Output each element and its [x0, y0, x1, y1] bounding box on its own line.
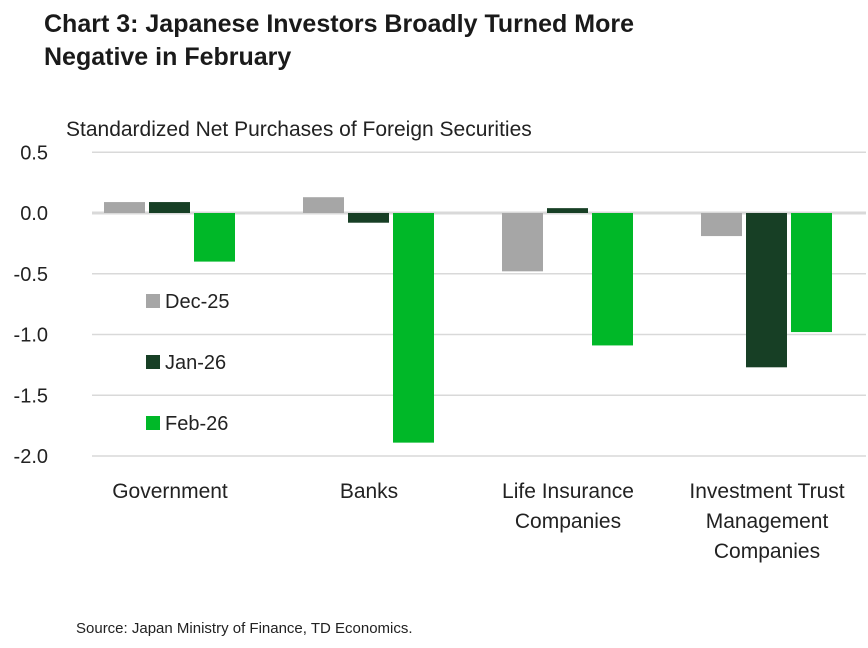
bar-dec-25	[303, 197, 344, 213]
legend-label: Dec-25	[165, 291, 229, 313]
bar-jan-26	[746, 213, 787, 368]
bar-jan-26	[348, 213, 389, 223]
bar-dec-25	[502, 213, 543, 272]
bar-feb-26	[592, 213, 633, 346]
bar-feb-26	[791, 213, 832, 333]
bar-feb-26	[194, 213, 235, 262]
x-tick-label: Management	[706, 510, 829, 533]
bar-feb-26	[393, 213, 434, 443]
bar-jan-26	[149, 202, 190, 213]
legend-label: Jan-26	[165, 352, 226, 374]
chart-title: Chart 3: Japanese Investors Broadly Turn…	[44, 10, 634, 71]
legend-swatch	[146, 294, 160, 308]
x-tick-label: Companies	[515, 510, 621, 533]
bar-jan-26	[547, 208, 588, 213]
legend-label: Feb-26	[165, 413, 228, 435]
y-tick-label: -1.5	[14, 385, 48, 407]
y-tick-label: -0.5	[14, 264, 48, 286]
x-tick-label: Investment Trust	[689, 480, 844, 503]
legend-swatch	[146, 416, 160, 430]
bar-dec-25	[104, 202, 145, 213]
legend-swatch	[146, 355, 160, 369]
y-axis-label: Standardized Net Purchases of Foreign Se…	[66, 118, 532, 141]
y-tick-label: 0.0	[20, 203, 48, 225]
y-tick-label: -1.0	[14, 325, 48, 347]
y-tick-label: -2.0	[14, 446, 48, 468]
x-tick-label: Companies	[714, 540, 820, 563]
y-tick-label: 0.5	[20, 142, 48, 164]
bar-dec-25	[701, 213, 742, 237]
x-tick-label: Government	[112, 480, 228, 503]
x-tick-label: Life Insurance	[502, 480, 634, 503]
source-note: Source: Japan Ministry of Finance, TD Ec…	[76, 620, 413, 637]
x-tick-label: Banks	[340, 480, 398, 503]
